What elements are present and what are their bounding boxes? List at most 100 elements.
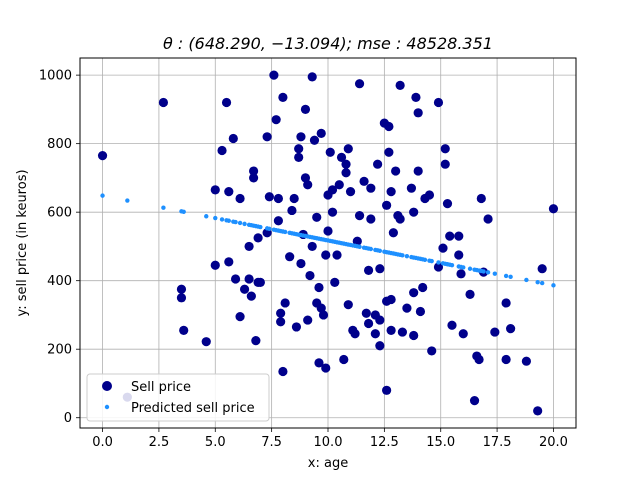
sell-price-point <box>413 166 423 176</box>
predicted-price-point <box>539 280 545 286</box>
x-tick-label: 5.0 <box>205 435 226 450</box>
sell-price-point <box>384 147 394 157</box>
sell-price-point <box>409 330 419 341</box>
sell-price-point <box>402 303 412 313</box>
chart-title: θ : (648.290, −13.094); mse : 48528.351 <box>163 34 493 53</box>
sell-price-point <box>418 282 428 293</box>
sell-price-point <box>176 293 187 303</box>
sell-price-point <box>221 97 232 108</box>
sell-price-point <box>269 70 279 80</box>
predicted-price-point <box>400 253 405 258</box>
sell-price-point <box>246 291 256 301</box>
x-tick-label: 20.0 <box>539 435 568 450</box>
legend-marker-predicted <box>104 404 110 410</box>
sell-price-point <box>287 205 297 216</box>
sell-price-point <box>465 289 475 299</box>
sell-price-point <box>294 144 304 154</box>
sell-price-point <box>391 166 401 176</box>
sell-price-point <box>307 241 317 252</box>
sell-price-point <box>296 258 306 269</box>
sell-price-point <box>332 250 342 260</box>
sell-price-point <box>296 132 306 142</box>
sell-price-point <box>521 356 532 366</box>
x-tick-label: 2.5 <box>149 435 170 450</box>
sell-price-point <box>339 354 349 365</box>
sell-price-point <box>548 204 559 214</box>
sell-price-point <box>262 132 272 142</box>
predicted-price-point <box>242 221 247 227</box>
predicted-price-point <box>524 277 529 283</box>
sell-price-point <box>397 327 407 337</box>
sell-price-point <box>303 315 313 325</box>
predicted-price-point <box>258 224 263 230</box>
sell-price-point <box>440 159 450 169</box>
sell-price-point <box>224 187 234 197</box>
predicted-price-point <box>485 270 491 275</box>
sell-price-point <box>386 325 396 335</box>
sell-price-point <box>97 151 108 161</box>
sell-price-point <box>375 264 385 274</box>
sell-price-point <box>363 318 374 329</box>
sell-price-point <box>388 228 398 238</box>
sell-price-point <box>445 231 455 241</box>
sell-price-point <box>384 121 394 132</box>
sell-price-point <box>314 358 324 368</box>
sell-price-point <box>343 144 353 154</box>
sell-price-point <box>285 252 295 262</box>
sell-price-point <box>395 214 405 224</box>
sell-price-point <box>433 97 444 108</box>
sell-price-point <box>382 385 392 395</box>
x-tick-label: 17.5 <box>483 435 512 450</box>
predicted-price-point <box>282 229 288 235</box>
sell-price-point <box>354 79 365 89</box>
predicted-price-point <box>535 280 540 285</box>
predicted-price-point <box>503 273 509 279</box>
predicted-price-point <box>436 260 441 265</box>
sell-price-point <box>271 115 281 125</box>
y-tick-label: 600 <box>47 206 72 221</box>
sell-price-point <box>235 193 245 204</box>
sell-price-point <box>273 216 283 226</box>
sell-price-point <box>224 257 234 267</box>
x-tick-label: 0.0 <box>92 435 113 450</box>
sell-price-point <box>411 92 421 102</box>
sell-price-point <box>289 193 299 204</box>
predicted-price-point <box>219 217 225 222</box>
predicted-price-point <box>357 244 362 249</box>
sell-price-point <box>350 329 360 339</box>
legend-label-sell-price: Sell price <box>131 380 191 395</box>
sell-price-point <box>251 336 261 346</box>
predicted-price-point <box>449 262 455 268</box>
sell-price-point <box>294 152 304 162</box>
predicted-price-point <box>213 215 218 221</box>
sell-price-point <box>409 207 419 217</box>
sell-price-point <box>217 145 227 156</box>
sell-price-point <box>413 108 423 118</box>
sell-price-point <box>228 133 238 144</box>
sell-price-point <box>316 128 326 138</box>
sell-price-point <box>210 185 220 195</box>
legend-marker-sell-price <box>102 381 112 391</box>
sell-price-point <box>278 92 288 102</box>
y-tick-label: 200 <box>47 343 72 358</box>
sell-price-point <box>273 193 283 204</box>
x-tick-label: 10.0 <box>314 435 343 450</box>
sell-price-point <box>276 308 286 318</box>
sell-price-point <box>386 294 396 305</box>
predicted-price-point <box>233 219 238 225</box>
legend: Sell price Predicted sell price <box>86 373 270 422</box>
sell-price-point <box>327 185 338 195</box>
sell-price-point <box>375 341 385 351</box>
predicted-price-point <box>204 214 209 219</box>
sell-price-point <box>201 337 211 347</box>
y-axis-ticks: 0 200 400 600 800 1000 <box>39 69 80 426</box>
sell-price-point <box>438 243 448 253</box>
sell-price-point <box>343 300 353 310</box>
sell-price-point <box>469 395 480 406</box>
sell-price-point <box>249 166 259 176</box>
sell-price-point <box>442 199 453 209</box>
sell-price-point <box>366 214 376 224</box>
sell-price-point <box>244 274 254 284</box>
sell-price-point <box>537 264 547 274</box>
